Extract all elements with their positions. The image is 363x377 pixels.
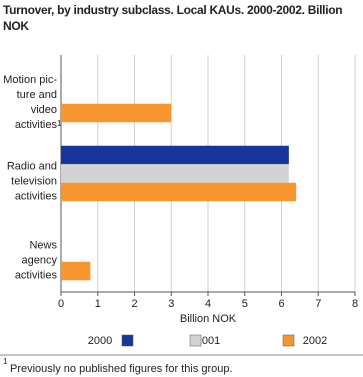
legend-label: 2001 — [196, 335, 220, 347]
x-axis-label: Billion NOK — [180, 313, 237, 325]
footnote-marker: 1 — [57, 118, 62, 128]
legend-label: 2002 — [303, 335, 327, 347]
bar — [61, 182, 297, 202]
legend-swatch — [121, 334, 134, 347]
legend-swatch — [282, 334, 295, 347]
x-tick-label: 1 — [95, 298, 101, 310]
bar — [61, 145, 289, 165]
y-tick-label: Radio and television activities — [6, 160, 57, 202]
x-tick-label: 7 — [315, 298, 321, 310]
legend-swatch — [189, 334, 202, 347]
x-tick-label: 0 — [58, 298, 64, 310]
footnote-marker: 1 — [3, 357, 8, 366]
x-tick-label: 4 — [205, 298, 211, 310]
x-tick-label: 5 — [242, 298, 248, 310]
x-tick-label: 8 — [352, 298, 358, 310]
x-tick-label: 3 — [168, 298, 174, 310]
legend-label: 2000 — [88, 335, 112, 347]
x-tick-label: 6 — [278, 298, 284, 310]
bar — [61, 261, 91, 281]
bar — [61, 164, 289, 183]
x-tick-label: 2 — [131, 298, 137, 310]
y-tick-label: News agency activities — [14, 239, 57, 281]
bar — [61, 103, 172, 123]
y-tick-label: Motion pic- ture and video activities — [3, 73, 57, 131]
footnote: Previously no published figures for this… — [10, 363, 233, 375]
chart-title: Turnover, by industry subclass. Local KA… — [3, 3, 343, 33]
